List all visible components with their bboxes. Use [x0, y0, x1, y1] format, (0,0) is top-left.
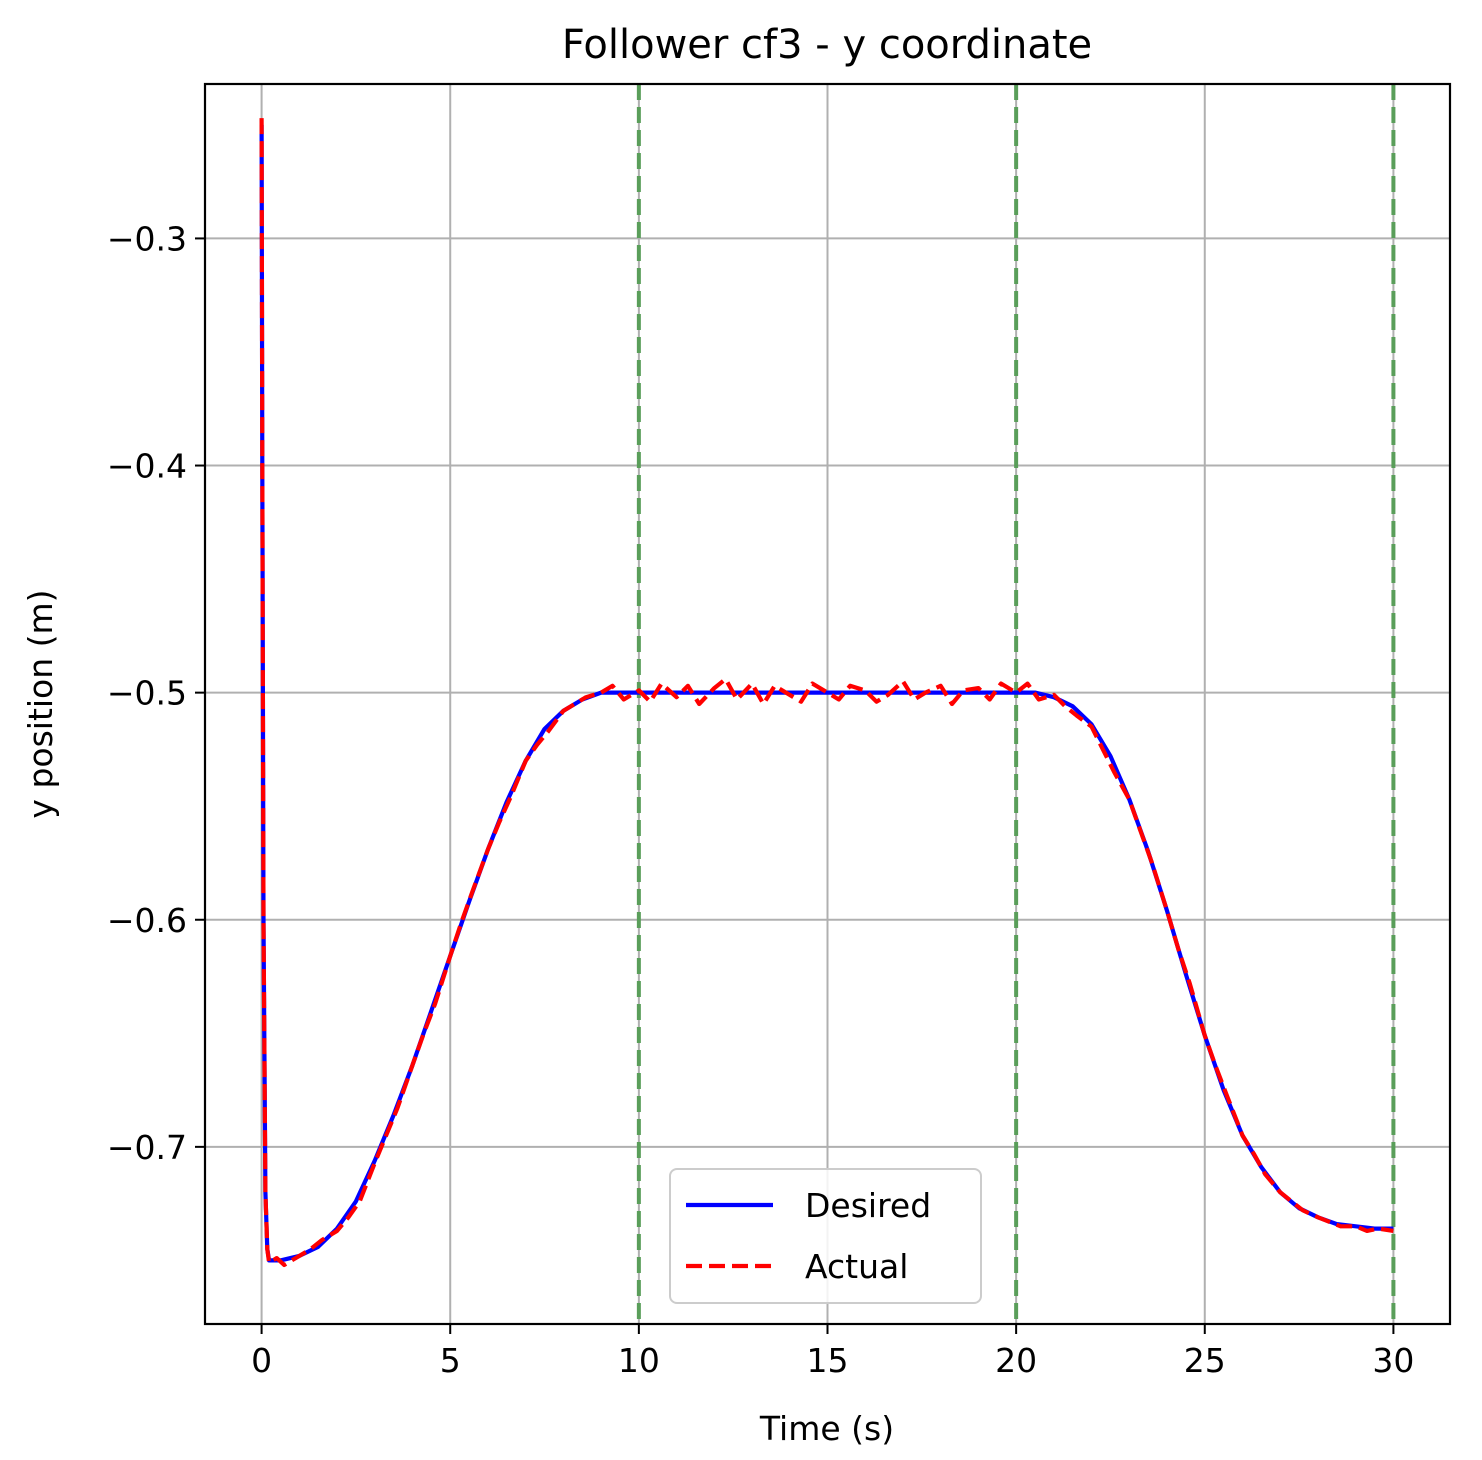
y-axis-label: y position (m): [21, 589, 60, 818]
grid: [205, 84, 1450, 1324]
y-tick-label: −0.5: [107, 674, 187, 713]
x-tick-label: 20: [995, 1341, 1037, 1380]
x-tick-label: 15: [807, 1341, 849, 1380]
y-tick-label: −0.7: [107, 1128, 187, 1167]
x-tick-label: 30: [1372, 1341, 1414, 1380]
x-axis-label: Time (s): [759, 1409, 894, 1448]
chart-title: Follower cf3 - y coordinate: [562, 22, 1092, 68]
legend: Desired Actual: [669, 1168, 982, 1304]
series-lines: [259, 118, 1394, 1268]
legend-label-desired: Desired: [805, 1186, 931, 1225]
x-tick-label: 10: [618, 1341, 660, 1380]
x-tick-label: 5: [440, 1341, 461, 1380]
series-line-actual: [259, 118, 1394, 1268]
legend-label-actual: Actual: [805, 1247, 908, 1286]
y-tick-label: −0.4: [107, 447, 187, 486]
y-tick-label: −0.6: [107, 901, 187, 940]
y-tick-label: −0.3: [107, 219, 187, 258]
x-tick-label: 25: [1184, 1341, 1226, 1380]
x-tick-label: 0: [251, 1341, 272, 1380]
axis-ticks: 0 5 10 15 20 25 30 −0.3 −0.4 −0.5 −0.6 −0.7: [107, 219, 1415, 1380]
legend-box: [669, 1168, 982, 1304]
